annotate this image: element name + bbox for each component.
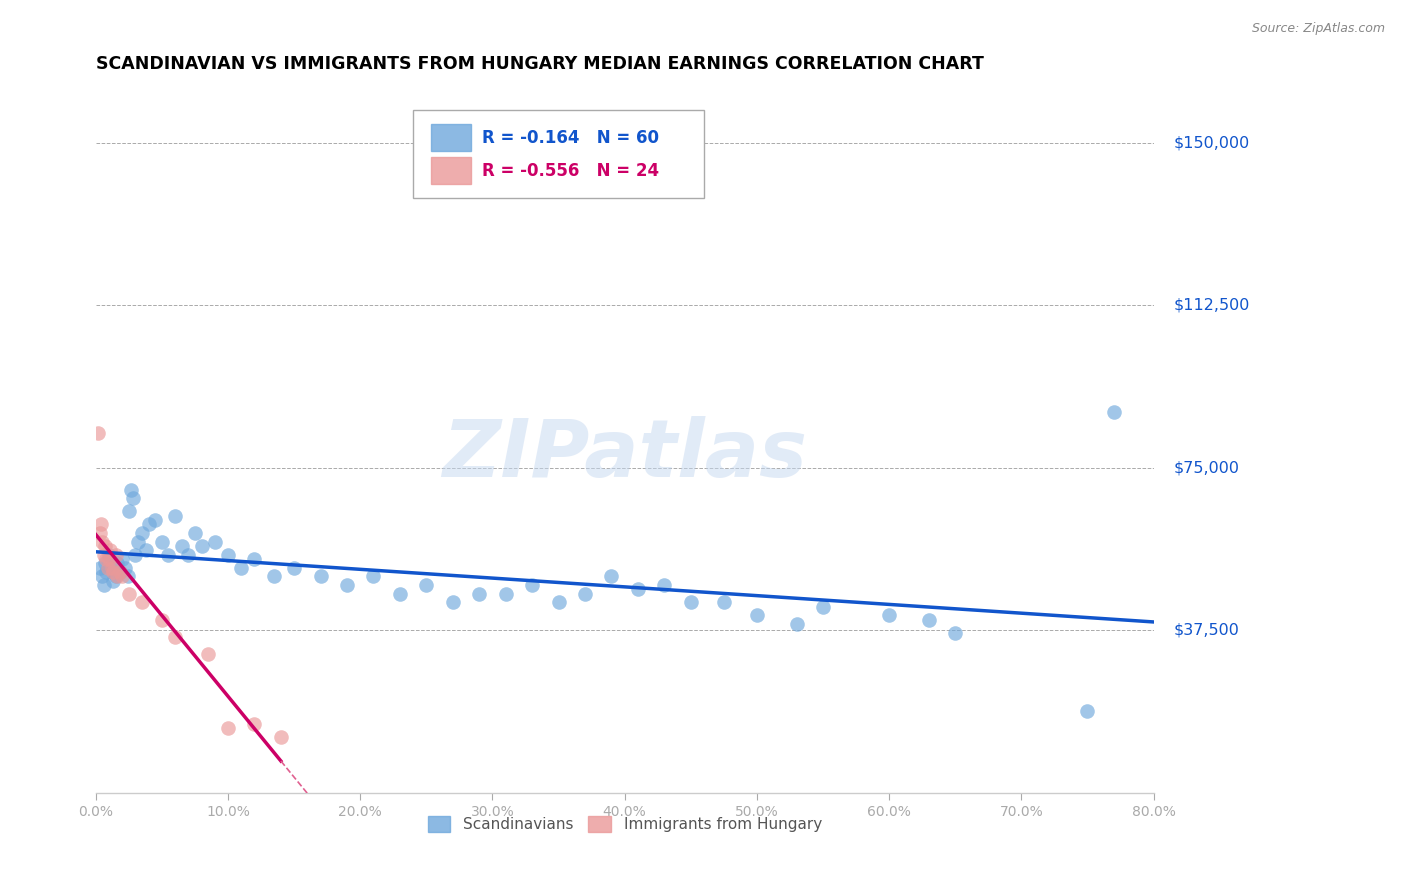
Text: $37,500: $37,500 (1174, 623, 1239, 638)
Point (91, 534, 114, 549)
Point (104, 569, 127, 583)
Point (89, 560, 111, 574)
Text: $150,000: $150,000 (1174, 136, 1250, 150)
Point (94, 539, 117, 553)
Point (520, 578, 543, 592)
Point (105, 556, 128, 570)
Text: $112,500: $112,500 (1174, 298, 1250, 313)
Point (101, 565, 124, 579)
Point (283, 560, 305, 574)
Point (89, 525, 111, 540)
Point (190, 539, 212, 553)
Point (184, 525, 207, 540)
Point (231, 560, 253, 574)
Point (114, 560, 136, 574)
Point (270, 730, 292, 744)
Point (786, 616, 808, 631)
Point (197, 647, 219, 661)
Point (118, 504, 141, 518)
Point (918, 613, 941, 627)
Point (117, 569, 139, 583)
Point (98, 543, 121, 558)
Point (93, 548, 115, 562)
Point (131, 525, 153, 540)
Point (96, 552, 118, 566)
Point (1102, 404, 1125, 418)
Point (96, 565, 118, 579)
Point (87, 426, 110, 441)
Point (131, 595, 153, 609)
Point (165, 508, 187, 523)
Point (243, 552, 266, 566)
Text: R = -0.556   N = 24: R = -0.556 N = 24 (482, 162, 659, 180)
Legend: Scandinavians, Immigrants from Hungary: Scandinavians, Immigrants from Hungary (422, 810, 828, 838)
Point (138, 517, 160, 532)
Point (574, 586, 596, 600)
Point (101, 574, 124, 588)
Point (309, 569, 332, 583)
Text: ZIPatlas: ZIPatlas (441, 416, 807, 494)
Point (127, 534, 149, 549)
FancyBboxPatch shape (413, 110, 704, 198)
Point (124, 548, 146, 562)
Point (177, 548, 200, 562)
Point (111, 569, 134, 583)
Point (468, 586, 491, 600)
Point (170, 539, 193, 553)
Point (811, 599, 834, 614)
Point (243, 716, 266, 731)
Point (217, 548, 239, 562)
Point (100, 560, 122, 574)
Point (97, 560, 120, 574)
Point (121, 491, 143, 506)
Point (600, 569, 623, 583)
Point (877, 608, 900, 623)
Point (108, 565, 131, 579)
Point (150, 534, 173, 549)
Point (547, 595, 569, 609)
Text: R = -0.164   N = 60: R = -0.164 N = 60 (482, 128, 659, 147)
Point (217, 721, 239, 735)
Point (441, 595, 464, 609)
Point (495, 586, 517, 600)
Point (679, 595, 702, 609)
Point (91, 569, 114, 583)
Point (98, 552, 121, 566)
Point (713, 595, 735, 609)
Point (627, 582, 650, 597)
Text: Source: ZipAtlas.com: Source: ZipAtlas.com (1251, 22, 1385, 36)
Point (415, 578, 437, 592)
Point (157, 548, 180, 562)
Bar (432, 124, 471, 151)
Point (943, 625, 966, 640)
Point (104, 548, 127, 562)
Text: SCANDINAVIAN VS IMMIGRANTS FROM HUNGARY MEDIAN EARNINGS CORRELATION CHART: SCANDINAVIAN VS IMMIGRANTS FROM HUNGARY … (96, 55, 984, 73)
Point (93, 578, 115, 592)
Point (143, 513, 166, 527)
Point (363, 569, 385, 583)
Point (336, 578, 359, 592)
Point (263, 569, 285, 583)
Point (94, 556, 117, 570)
Bar (432, 157, 471, 184)
Point (90, 517, 112, 532)
Point (111, 552, 134, 566)
Point (204, 534, 226, 549)
Point (1076, 704, 1098, 718)
Point (388, 586, 411, 600)
Point (105, 569, 128, 583)
Point (135, 543, 157, 558)
Text: $75,000: $75,000 (1174, 460, 1240, 475)
Point (121, 483, 143, 497)
Point (654, 578, 676, 592)
Point (745, 608, 768, 623)
Point (100, 560, 122, 574)
Point (118, 586, 141, 600)
Point (108, 565, 131, 579)
Point (98, 548, 121, 562)
Point (165, 630, 187, 644)
Point (150, 613, 173, 627)
